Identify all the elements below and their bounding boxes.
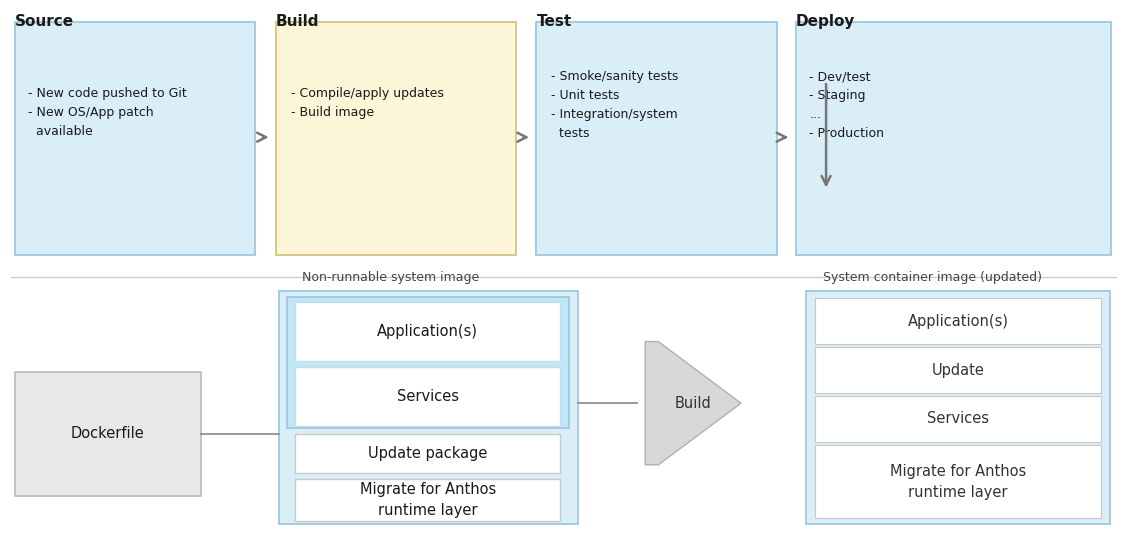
FancyBboxPatch shape — [536, 22, 777, 255]
Text: Services: Services — [926, 412, 990, 426]
FancyBboxPatch shape — [287, 297, 569, 428]
FancyBboxPatch shape — [295, 434, 560, 473]
FancyBboxPatch shape — [295, 302, 560, 361]
Text: Source: Source — [15, 14, 73, 29]
Polygon shape — [645, 342, 742, 465]
Text: Application(s): Application(s) — [907, 314, 1009, 329]
FancyBboxPatch shape — [815, 445, 1101, 518]
Text: Test: Test — [536, 14, 571, 29]
Text: - New code pushed to Git
- New OS/App patch
  available: - New code pushed to Git - New OS/App pa… — [28, 87, 187, 138]
FancyBboxPatch shape — [15, 372, 201, 496]
FancyBboxPatch shape — [279, 291, 578, 524]
Text: - Dev/test
- Staging
...
- Production: - Dev/test - Staging ... - Production — [809, 70, 885, 140]
Text: System container image (updated): System container image (updated) — [823, 271, 1041, 284]
Text: Deploy: Deploy — [796, 14, 855, 29]
Text: Update: Update — [932, 363, 984, 377]
FancyBboxPatch shape — [815, 298, 1101, 344]
Text: Dockerfile: Dockerfile — [71, 427, 144, 441]
FancyBboxPatch shape — [815, 396, 1101, 442]
Text: Migrate for Anthos
runtime layer: Migrate for Anthos runtime layer — [890, 464, 1026, 500]
Text: Build: Build — [276, 14, 320, 29]
Text: Non-runnable system image: Non-runnable system image — [302, 271, 479, 284]
Text: - Smoke/sanity tests
- Unit tests
- Integration/system
  tests: - Smoke/sanity tests - Unit tests - Inte… — [551, 70, 678, 140]
FancyBboxPatch shape — [806, 291, 1110, 524]
FancyBboxPatch shape — [295, 367, 560, 426]
Text: Update package: Update package — [369, 446, 487, 461]
FancyBboxPatch shape — [276, 22, 516, 255]
FancyBboxPatch shape — [796, 22, 1111, 255]
Text: Services: Services — [397, 389, 459, 404]
FancyBboxPatch shape — [295, 479, 560, 521]
Text: - Compile/apply updates
- Build image: - Compile/apply updates - Build image — [291, 87, 444, 119]
FancyBboxPatch shape — [815, 347, 1101, 393]
Text: Migrate for Anthos
runtime layer: Migrate for Anthos runtime layer — [360, 482, 496, 518]
FancyBboxPatch shape — [15, 22, 255, 255]
Text: Build: Build — [675, 396, 711, 410]
Text: Application(s): Application(s) — [378, 324, 478, 339]
